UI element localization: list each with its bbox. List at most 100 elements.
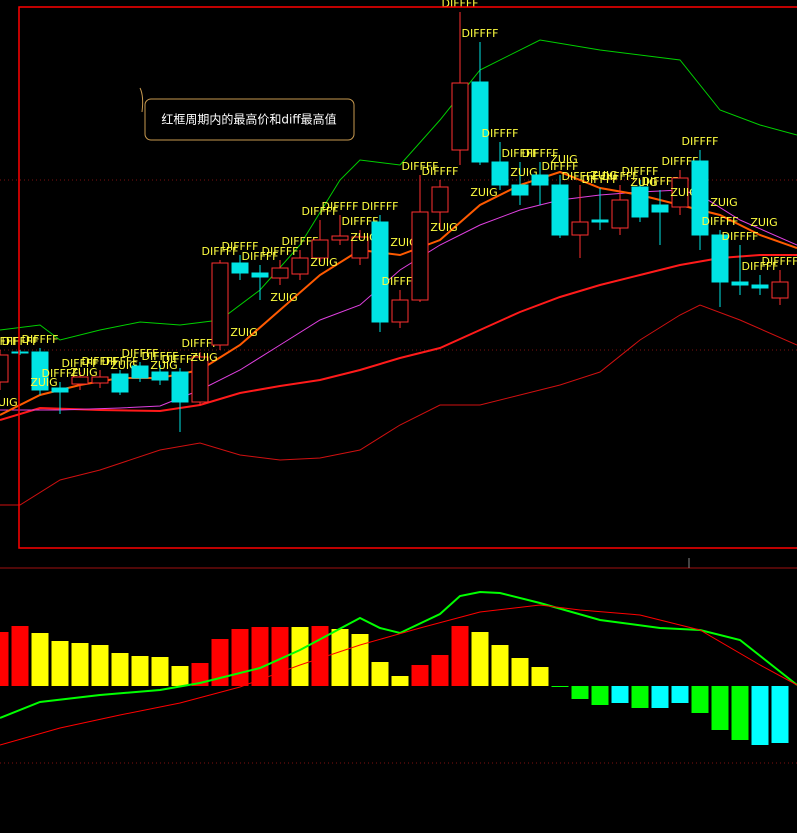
bar [131, 656, 149, 686]
candle-body [291, 257, 309, 275]
bar [371, 662, 389, 686]
candle-label: DIFFFF [501, 147, 538, 160]
candle-label: DIFFFF [361, 200, 398, 213]
bar [0, 632, 9, 686]
bar [671, 686, 689, 703]
candle-body [551, 184, 569, 236]
bar [391, 676, 409, 686]
line-label: ZUIG [230, 326, 257, 339]
candle-label: DIFFFF [521, 147, 558, 160]
candle-label: DIFFFF [181, 337, 218, 350]
candle-label: DIFFFF [261, 245, 298, 258]
bar [171, 666, 189, 686]
candle-body [571, 221, 589, 236]
candle-body [91, 376, 109, 384]
candle-body [631, 186, 649, 218]
bar [251, 627, 269, 686]
candle-label: DIFFFF [101, 355, 138, 368]
bar [751, 686, 769, 745]
bar [231, 629, 249, 686]
candle-body [731, 281, 749, 286]
bar [591, 686, 609, 705]
candle-label: DIFFFF [321, 200, 358, 213]
bar [571, 686, 589, 699]
bar [511, 658, 529, 686]
candle-label: DIFFFF [241, 250, 278, 263]
candle-body [251, 272, 269, 278]
candle-body [31, 351, 49, 391]
bar [91, 645, 109, 686]
candle-body [591, 219, 609, 223]
callout-box [144, 98, 355, 141]
candle-body [511, 184, 529, 196]
line-label: ZUIG [550, 153, 577, 166]
candle-body [451, 82, 469, 151]
line-label: ZUIG [630, 176, 657, 189]
line-label: ZUIG [390, 236, 417, 249]
candle-body [271, 267, 289, 279]
line [0, 304, 797, 506]
line-label: ZUIG [430, 221, 457, 234]
bar [471, 632, 489, 686]
plot: DIFFFFZUIGDIFFFFDIFFFFZUIGDIFFFFDIFFFFZU… [0, 0, 797, 746]
line-label: ZUIG [150, 359, 177, 372]
candle-body [171, 371, 189, 403]
candle-body [131, 365, 149, 379]
line-label: ZUIG [110, 359, 137, 372]
candle-body [351, 236, 369, 259]
line-label: ZUIG [510, 166, 537, 179]
candle-body [771, 281, 789, 299]
line [0, 604, 797, 746]
bar [651, 686, 669, 708]
candle-label: DIFFFF [721, 230, 758, 243]
bar [611, 686, 629, 703]
candle-label: DIFFFF [201, 245, 238, 258]
candle-body [431, 186, 449, 213]
line-label: ZUIG [0, 396, 18, 409]
candle-body [611, 199, 629, 229]
line [0, 590, 797, 719]
candle-label: DIFFFF [681, 135, 718, 148]
candle-label: DIFFFF [161, 353, 198, 366]
line [0, 254, 797, 421]
candle-body [331, 235, 349, 241]
candle-label: DIFFFF [601, 170, 638, 183]
bar [731, 686, 749, 740]
bar [31, 633, 49, 686]
bar [451, 626, 469, 686]
bar [771, 686, 789, 743]
candle-body [491, 161, 509, 186]
candle-label: DIFFFF [761, 255, 797, 268]
candle-label: DIFFFF [581, 173, 618, 186]
bar [51, 641, 69, 686]
bar [351, 634, 369, 686]
candle-body [691, 160, 709, 236]
line-label: ZUIG [350, 231, 377, 244]
candle-label: DIFFFF [481, 127, 518, 140]
candle-label: DIFFFF [541, 160, 578, 173]
candle-body [11, 351, 29, 354]
bar [151, 657, 169, 686]
line-label: ZUIG [670, 186, 697, 199]
candle-label: DIFFFF [701, 215, 738, 228]
line-label: ZUIG [470, 186, 497, 199]
bar [631, 686, 649, 708]
candle-body [311, 239, 329, 259]
bar [431, 655, 449, 686]
bar [111, 653, 129, 686]
candle-label: DIFFFF [221, 240, 258, 253]
candle-body [151, 371, 169, 381]
bar [531, 667, 549, 686]
bar [691, 686, 709, 713]
bar [71, 643, 89, 686]
bar [411, 665, 429, 686]
line-label: ZUIG [70, 366, 97, 379]
candle-body [231, 262, 249, 274]
line-label: ZUIG [310, 256, 337, 269]
bar [191, 663, 209, 686]
candle-label: DIFFFF [301, 205, 338, 218]
candle-body [51, 387, 69, 393]
candle-label: DIFFFF [441, 0, 478, 10]
candle-body [371, 221, 389, 323]
